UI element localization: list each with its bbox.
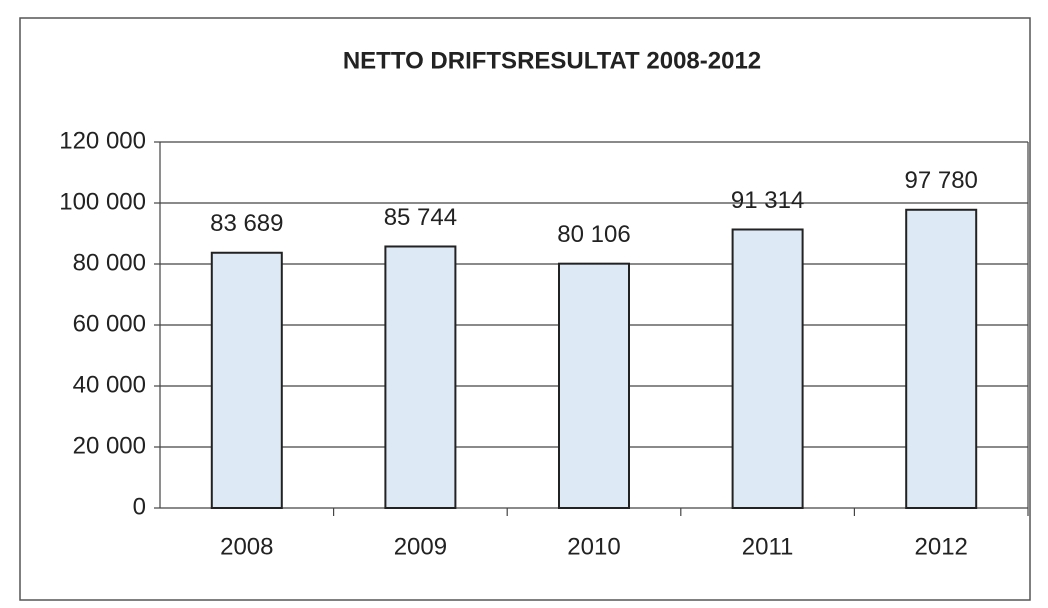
y-tick-label: 120 000	[59, 127, 146, 154]
value-label: 97 780	[904, 167, 977, 194]
bar	[558, 262, 630, 509]
value-label: 80 106	[557, 221, 630, 248]
value-label: 85 744	[384, 204, 457, 231]
value-label: 83 689	[210, 210, 283, 237]
x-tick-label: 2009	[394, 533, 447, 560]
x-tick-label: 2008	[220, 533, 273, 560]
x-tick-label: 2011	[742, 533, 794, 560]
bar	[210, 251, 283, 509]
x-tick-label: 2012	[915, 533, 968, 560]
chart-title: NETTO DRIFTSRESULTAT 2008-2012	[343, 47, 761, 74]
y-tick-label: 20 000	[73, 432, 146, 459]
y-tick-label: 60 000	[73, 310, 146, 337]
value-label: 91 314	[731, 187, 804, 214]
y-tick-label: 40 000	[73, 371, 146, 398]
y-tick-label: 80 000	[73, 249, 146, 276]
y-tick-label: 0	[133, 493, 146, 520]
bar	[384, 245, 457, 509]
x-tick-label: 2010	[567, 533, 620, 560]
bar	[731, 228, 804, 509]
bar	[905, 208, 978, 509]
y-tick-label: 100 000	[59, 188, 146, 215]
chart-frame	[19, 17, 1031, 601]
